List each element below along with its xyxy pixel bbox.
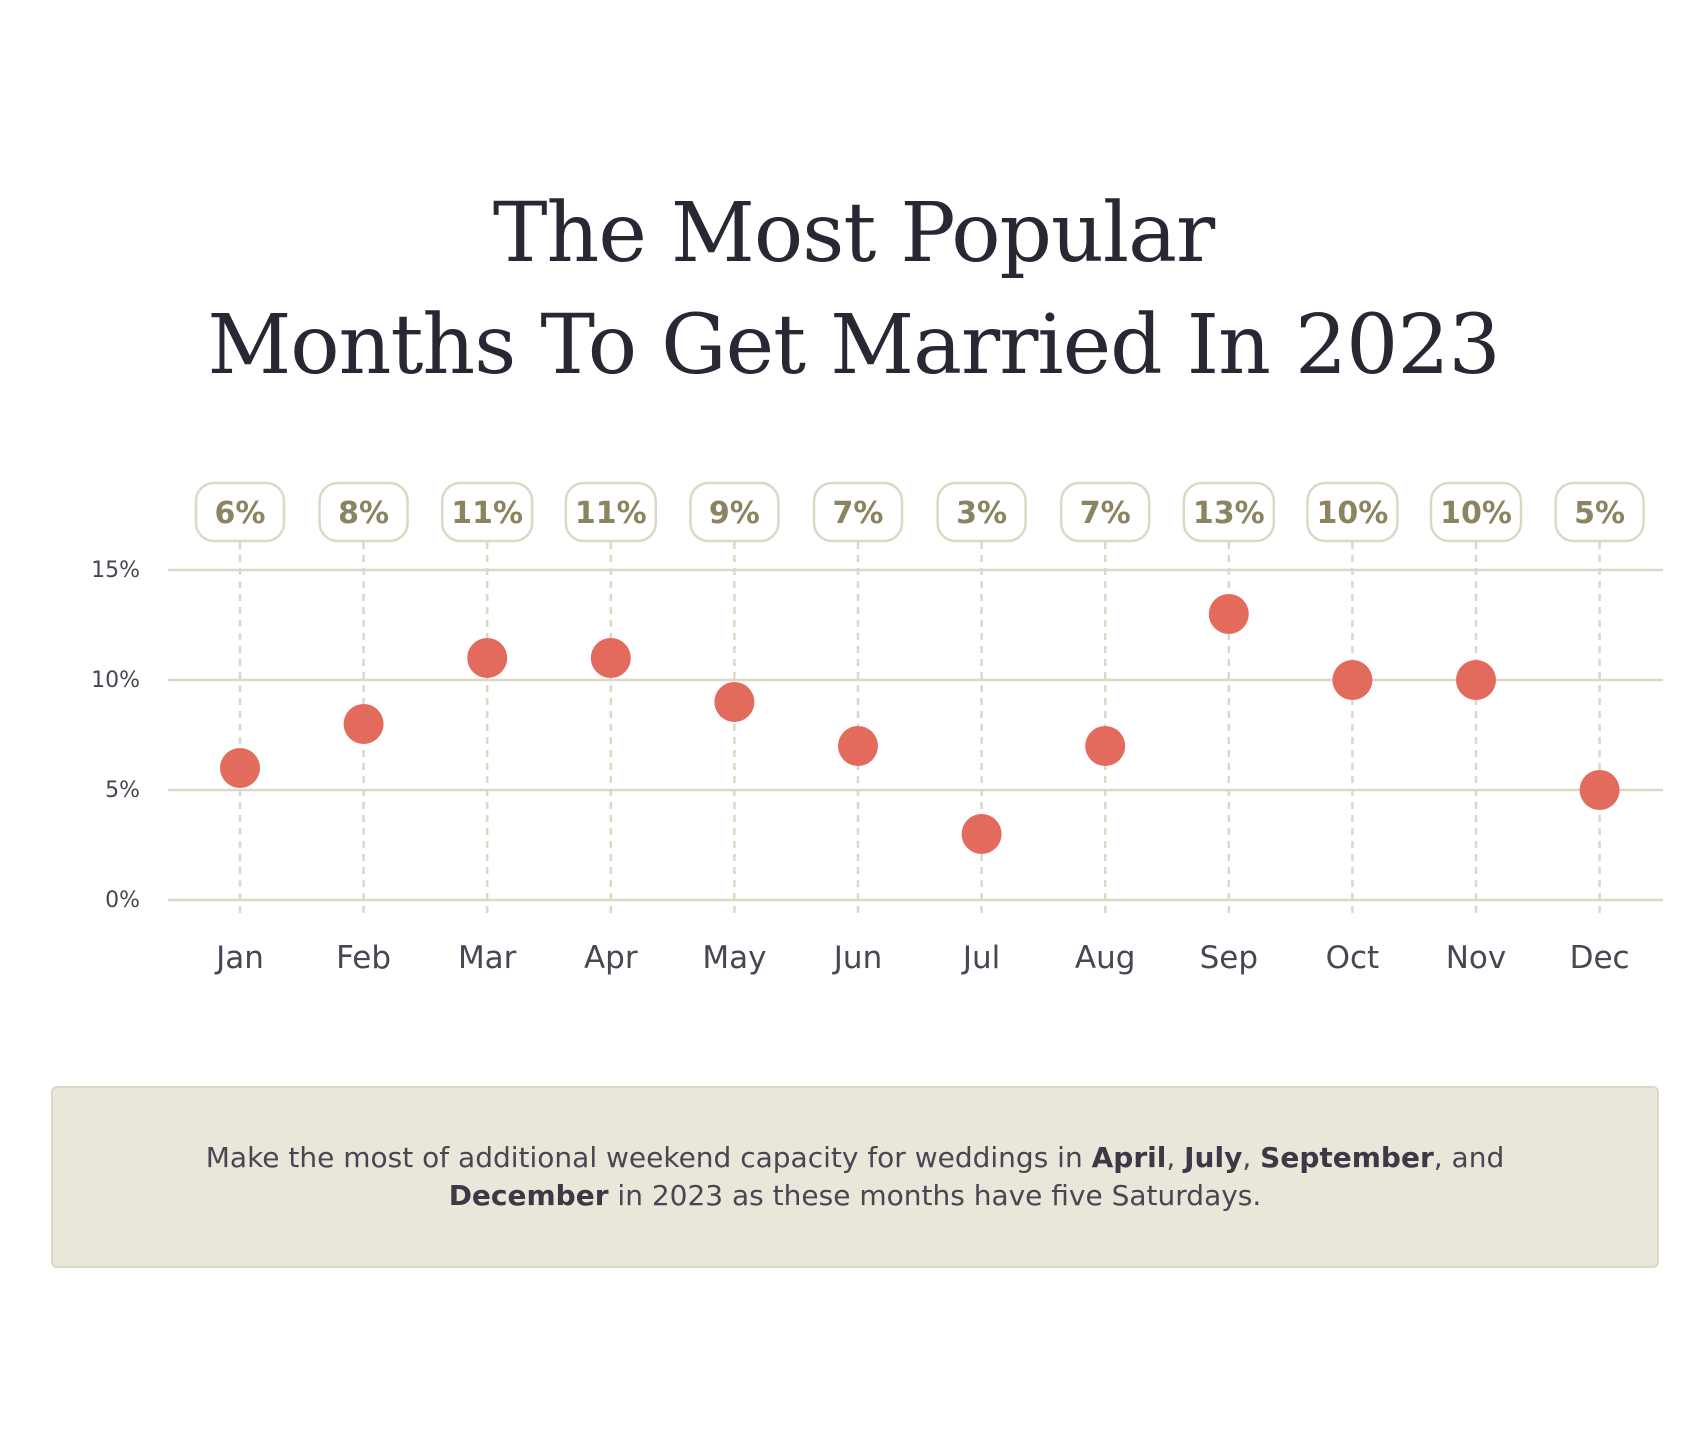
dashed-guides: [238, 542, 1601, 918]
data-point-nov: [1456, 660, 1496, 700]
data-point-oct: [1332, 660, 1373, 700]
x-tick-label: Feb: [336, 940, 391, 976]
x-tick-label: Dec: [1570, 940, 1630, 976]
x-tick-label: Jun: [832, 940, 882, 976]
note-bold-april: April: [1091, 1141, 1167, 1174]
x-tick-label: Oct: [1326, 940, 1380, 976]
x-tick-label: Jan: [214, 940, 264, 976]
data-point-mar: [467, 638, 508, 678]
value-label-box: [1429, 481, 1523, 543]
x-tick-label: Apr: [584, 940, 638, 976]
y-tick-label: 0%: [105, 888, 140, 913]
value-label: 10%: [1316, 496, 1388, 531]
data-point-sep: [1208, 594, 1249, 634]
value-label: 5%: [1574, 496, 1625, 531]
value-label-box: [812, 481, 904, 543]
y-axis-ticks: 0% 5% 10% 15%: [91, 558, 140, 913]
data-point-dec: [1579, 770, 1620, 810]
note-text-part-2: in 2023 as these months have five Saturd…: [608, 1179, 1262, 1212]
x-tick-label: May: [702, 940, 766, 976]
x-tick-label: Jul: [961, 940, 1000, 976]
value-label-box: [936, 481, 1027, 543]
y-tick-label: 5%: [105, 778, 140, 803]
value-labels: 6% 8% 11% 11% 9% 7% 3% 7% 13% 10% 10% 5%: [194, 481, 1645, 543]
data-point-jan: [220, 748, 260, 788]
info-note-box: Make the most of additional weekend capa…: [51, 1086, 1659, 1268]
x-tick-label: Nov: [1446, 940, 1507, 976]
value-label-box: [194, 481, 286, 543]
note-bold-december: December: [448, 1179, 609, 1212]
x-axis-ticks: Jan Feb Mar Apr May Jun Jul Aug Sep Oct Nov Dec: [214, 940, 1629, 976]
x-tick-label: Mar: [458, 940, 517, 976]
value-label: 9%: [709, 496, 760, 531]
value-label: 13%: [1193, 496, 1265, 531]
note-bold-july: July: [1184, 1141, 1243, 1174]
data-point-feb: [343, 704, 384, 744]
data-point-may: [714, 682, 755, 722]
dot-plot-chart: 0% 5% 10% 15% 6% 8% 11% 11% 9% 7% 3% 7% 13% 10% 10% 5%…: [91, 481, 1663, 976]
chart-title: The Most Popular Months To Get Married I…: [0, 178, 1707, 402]
value-label-box: [1182, 481, 1276, 543]
value-label: 6%: [215, 496, 266, 531]
note-text-part-1: Make the most of additional weekend capa…: [205, 1141, 1092, 1174]
data-point-jul: [961, 814, 1002, 854]
value-label: 7%: [833, 496, 884, 531]
note-bold-september: September: [1260, 1141, 1434, 1174]
data-points: [220, 594, 1620, 854]
note-separator-3: , and: [1433, 1141, 1505, 1174]
value-label: 8%: [338, 496, 389, 531]
chart-title-line-2: Months To Get Married In 2023: [207, 298, 1500, 393]
value-label-box: [1554, 481, 1645, 543]
value-label: 3%: [956, 496, 1007, 531]
value-label: 10%: [1440, 496, 1512, 531]
data-point-jun: [838, 726, 878, 766]
value-label-box: [1306, 481, 1399, 543]
y-tick-label: 15%: [91, 558, 140, 583]
y-tick-label: 10%: [91, 668, 140, 693]
value-label-box: [1059, 481, 1151, 543]
value-label-box: [689, 481, 780, 543]
value-label-box: [440, 481, 534, 543]
data-point-apr: [590, 638, 631, 678]
value-label-box: [318, 481, 409, 543]
gridlines: [168, 568, 1663, 902]
value-label: 11%: [575, 496, 647, 531]
data-point-aug: [1085, 726, 1126, 766]
x-tick-label: Sep: [1200, 940, 1258, 976]
value-label: 7%: [1080, 496, 1131, 531]
info-note-text: Make the most of additional weekend capa…: [205, 1139, 1505, 1215]
note-separator-1: ,: [1166, 1141, 1185, 1174]
chart-title-line-1: The Most Popular: [492, 186, 1215, 281]
note-separator-2: ,: [1242, 1141, 1261, 1174]
value-label: 11%: [451, 496, 523, 531]
value-label-box: [564, 481, 658, 543]
x-tick-label: Aug: [1075, 940, 1136, 976]
